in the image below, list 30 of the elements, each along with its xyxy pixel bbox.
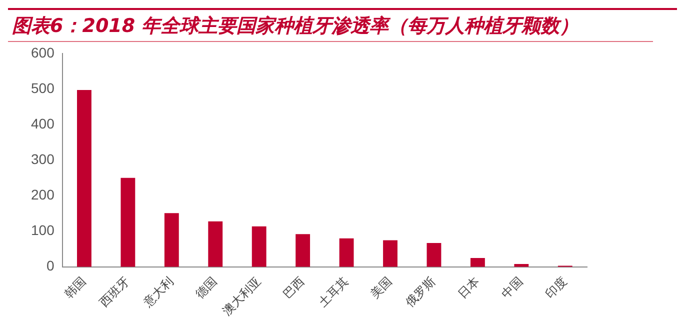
bar [383, 240, 398, 267]
x-tick-label: 俄罗斯 [402, 274, 438, 310]
x-tick-label: 土耳其 [316, 274, 351, 310]
x-tick-label: 意大利 [140, 274, 176, 310]
x-tick-label: 韩国 [62, 274, 89, 302]
bar [252, 226, 266, 267]
x-tick-label: 澳大利亚 [220, 274, 264, 318]
bar [339, 238, 354, 267]
bar [470, 258, 485, 267]
bar [296, 234, 310, 267]
x-tick-label: 巴西 [280, 274, 308, 302]
y-tick-label: 0 [46, 258, 55, 274]
x-tick-label: 德国 [192, 274, 220, 302]
y-tick-label: 500 [31, 80, 55, 96]
y-tick-label: 400 [31, 115, 55, 132]
bar [208, 221, 223, 267]
x-tick-label: 印度 [542, 274, 570, 302]
y-tick-label: 100 [31, 222, 55, 238]
x-tick-label: 中国 [498, 274, 526, 302]
y-tick-label: 300 [31, 151, 55, 167]
bar [426, 243, 442, 267]
y-tick-label: 200 [31, 186, 55, 203]
bar [164, 213, 179, 267]
chart-title: 图表6：2018 年全球主要国家种植牙渗透率（每万人种植牙颗数） [11, 14, 580, 39]
x-tick-label: 美国 [368, 274, 395, 302]
bar [77, 90, 92, 267]
x-tick-label: 日本 [455, 274, 482, 302]
y-tick-label: 600 [31, 44, 55, 60]
bar [120, 178, 136, 267]
x-tick-label: 西班牙 [96, 274, 132, 310]
